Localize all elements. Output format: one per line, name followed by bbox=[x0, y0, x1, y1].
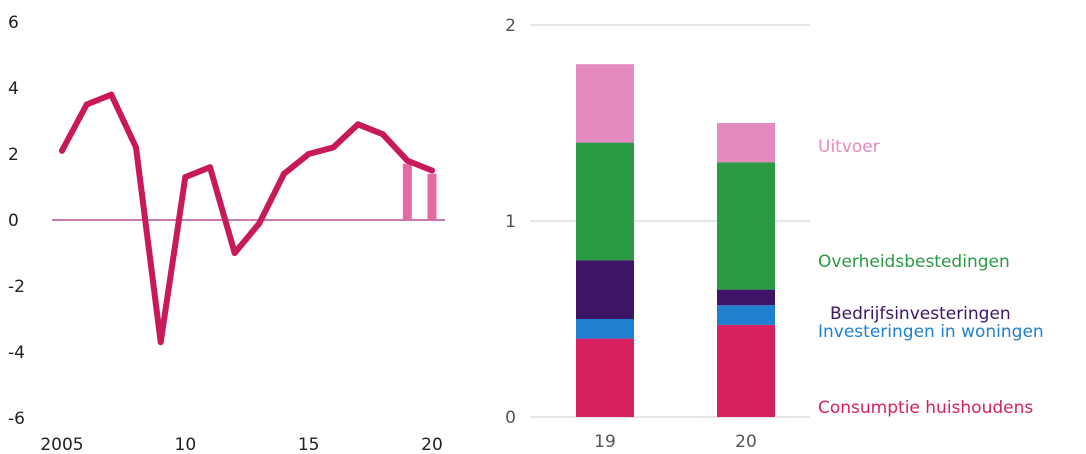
x-tick-label: 19 bbox=[594, 432, 616, 452]
data-point bbox=[231, 250, 238, 256]
y-tick-label: -4 bbox=[8, 343, 25, 363]
data-point bbox=[207, 164, 213, 171]
bar-segment bbox=[717, 324, 775, 417]
data-point bbox=[83, 101, 90, 108]
bar-segment bbox=[576, 260, 634, 319]
bar-segment bbox=[576, 64, 634, 143]
bar-segment bbox=[717, 123, 775, 163]
data-point bbox=[281, 170, 287, 177]
data-point bbox=[429, 167, 435, 174]
y-tick-label: 2 bbox=[505, 16, 516, 36]
y-tick-label: 6 bbox=[8, 13, 19, 33]
legend-label: Investeringen in woningen bbox=[818, 322, 1044, 342]
data-point bbox=[157, 339, 164, 346]
x-tick-label: 20 bbox=[421, 435, 443, 454]
data-point bbox=[330, 144, 337, 151]
x-tick-label: 15 bbox=[298, 435, 320, 454]
y-tick-label: 4 bbox=[8, 79, 19, 99]
legend-label: Uitvoer bbox=[818, 137, 880, 157]
y-tick-label: -6 bbox=[8, 409, 25, 429]
y-tick-label: 1 bbox=[505, 212, 516, 232]
bar-segment bbox=[717, 289, 775, 306]
data-point bbox=[305, 151, 312, 157]
stacked-bar-chart: 2 1 0 19 20 Consumptie huishoudens Investering… bbox=[505, 16, 1044, 452]
series-line bbox=[59, 91, 435, 346]
data-point bbox=[59, 147, 65, 154]
bar-segment bbox=[717, 162, 775, 290]
data-point bbox=[256, 220, 263, 227]
data-point bbox=[404, 157, 411, 164]
legend-label: Overheidsbestedingen bbox=[818, 252, 1010, 272]
data-point bbox=[182, 174, 189, 181]
forecast-bar bbox=[427, 173, 437, 220]
bar-segment bbox=[576, 338, 634, 417]
y-tick-label: 0 bbox=[505, 408, 516, 428]
data-point bbox=[108, 91, 115, 98]
legend-label: Consumptie huishoudens bbox=[818, 398, 1033, 418]
bar-segment bbox=[717, 305, 775, 325]
data-point bbox=[379, 131, 386, 138]
y-tick-label: 2 bbox=[8, 145, 19, 165]
y-tick-label: -2 bbox=[8, 277, 25, 297]
forecast-bar bbox=[402, 163, 412, 220]
bar-segment bbox=[576, 142, 634, 261]
bar-segment bbox=[576, 319, 634, 339]
x-tick-label: 10 bbox=[175, 435, 197, 454]
data-point bbox=[133, 144, 139, 151]
legend-label: Bedrijfsinvesteringen bbox=[830, 304, 1011, 324]
x-tick-label: 2005 bbox=[40, 435, 83, 454]
x-tick-label: 20 bbox=[735, 432, 757, 452]
y-tick-label: 0 bbox=[8, 211, 19, 231]
data-point bbox=[355, 121, 361, 128]
